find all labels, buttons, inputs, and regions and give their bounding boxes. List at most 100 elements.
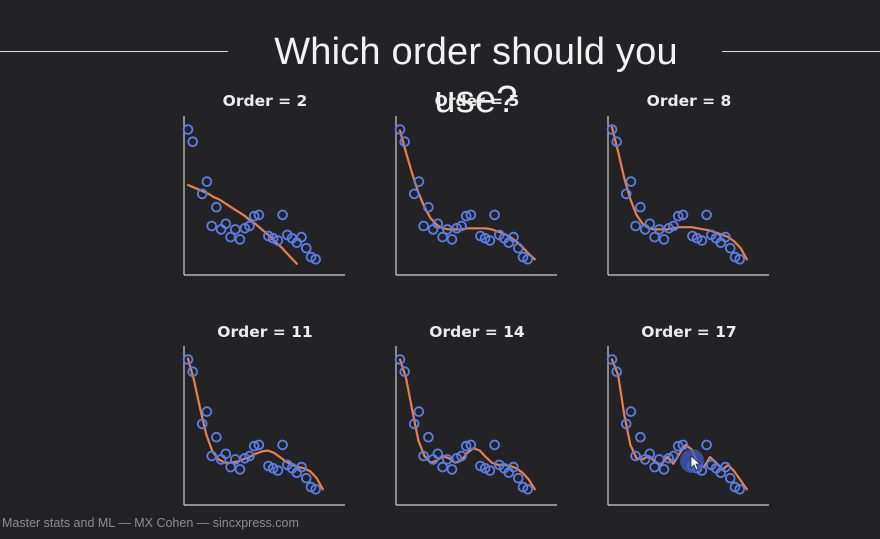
data-point [310, 253, 322, 265]
data-point [300, 472, 312, 484]
data-point [512, 242, 524, 254]
data-point [296, 461, 307, 473]
data-point [234, 234, 246, 245]
data-point [508, 461, 519, 473]
data-point [508, 231, 519, 243]
data-point [187, 366, 199, 378]
data-point [248, 440, 260, 452]
data-point [201, 176, 213, 187]
data-point [201, 406, 213, 417]
data-point [182, 354, 194, 365]
data-point [277, 209, 288, 221]
data-point [182, 124, 194, 135]
data-point [644, 218, 656, 230]
data-point [630, 220, 641, 232]
data-point [432, 218, 444, 230]
data-point [668, 450, 679, 462]
data-point [272, 465, 284, 476]
data-point [606, 354, 618, 365]
data-point [423, 201, 434, 213]
data-point [672, 440, 684, 452]
data-point [701, 209, 712, 221]
chart-panel-order-5: Order = 5 [394, 92, 557, 276]
data-point [244, 450, 255, 462]
data-point [668, 220, 679, 232]
data-point [522, 253, 533, 265]
data-point [620, 188, 632, 200]
data-point [394, 124, 406, 135]
data-point [446, 464, 458, 475]
data-point [215, 224, 227, 235]
fit-line [610, 126, 748, 261]
data-point [644, 448, 656, 460]
data-point [625, 406, 637, 417]
fit-line [186, 357, 324, 491]
data-point [310, 483, 322, 495]
data-point [456, 450, 467, 462]
title-rule-right [722, 51, 880, 52]
data-point [418, 220, 429, 232]
data-point [611, 136, 622, 148]
data-point [465, 209, 477, 221]
data-point [432, 448, 444, 460]
mouse-cursor [680, 449, 704, 473]
data-point [220, 218, 232, 230]
data-point [408, 418, 420, 430]
data-point [677, 209, 689, 221]
data-point [630, 450, 641, 462]
data-point [512, 472, 524, 484]
data-point [460, 440, 472, 452]
slide-title: Which order should you use? [274, 31, 678, 121]
data-point [437, 461, 448, 473]
data-point [225, 231, 236, 243]
data-point [399, 136, 411, 148]
data-point [211, 431, 222, 443]
data-point [720, 231, 731, 243]
data-point [277, 439, 288, 451]
data-point [489, 439, 500, 451]
data-point [489, 209, 500, 221]
data-point [672, 210, 684, 222]
data-point [611, 366, 622, 378]
data-point [649, 461, 660, 473]
data-point [724, 242, 736, 254]
data-point [484, 235, 496, 246]
panel-title: Order = 17 [641, 323, 736, 341]
data-point [196, 188, 208, 200]
data-point [408, 188, 420, 200]
data-point [720, 461, 731, 473]
data-point [272, 235, 284, 246]
data-point [248, 210, 260, 222]
panel-title: Order = 11 [217, 323, 312, 341]
data-point [620, 418, 632, 430]
chart-panel-order-8: Order = 8 [606, 92, 769, 276]
data-point [230, 224, 241, 235]
data-point [696, 235, 708, 246]
panel-title: Order = 2 [223, 92, 308, 110]
data-point [522, 483, 533, 495]
chart-panel-order-11: Order = 11 [182, 323, 345, 506]
data-point [427, 224, 439, 235]
panel-title: Order = 14 [429, 323, 525, 341]
data-point [625, 176, 637, 187]
fit-line [610, 358, 748, 491]
data-point [484, 465, 496, 476]
data-point [456, 220, 467, 232]
data-point [677, 439, 689, 451]
data-point [234, 464, 246, 475]
data-point [413, 406, 425, 417]
data-point [244, 220, 255, 232]
data-point [220, 448, 232, 460]
data-point [460, 210, 472, 222]
data-point [437, 231, 448, 243]
data-point [635, 431, 646, 443]
data-point [206, 450, 218, 462]
data-point [465, 439, 477, 451]
data-point [701, 439, 712, 451]
data-point [187, 136, 199, 148]
data-point [206, 220, 218, 232]
fit-line [398, 129, 536, 261]
data-point [649, 231, 660, 243]
